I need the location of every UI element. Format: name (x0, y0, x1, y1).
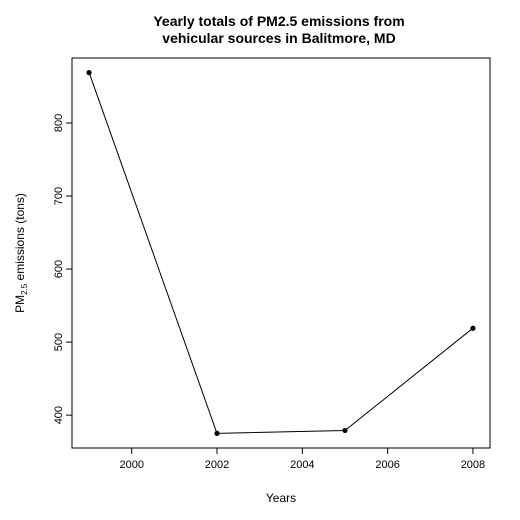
data-point (470, 325, 476, 331)
y-tick-label: 500 (53, 333, 65, 351)
x-axis-label: Years (266, 491, 296, 505)
y-tick-label: 400 (53, 406, 65, 424)
data-point (86, 70, 92, 76)
x-tick-label: 2004 (290, 459, 314, 471)
series-line (88, 72, 474, 434)
plot-frame (71, 57, 491, 449)
series-emissions (86, 70, 476, 436)
x-tick-label: 2008 (461, 459, 485, 471)
data-point (214, 430, 220, 436)
y-axis: 400 500 600 700 800 (53, 114, 72, 424)
y-tick-label: 600 (53, 260, 65, 278)
x-tick-label: 2006 (375, 459, 399, 471)
x-axis: 2000 2002 2004 2006 2008 (119, 448, 485, 471)
chart-title-line-1: Yearly totals of PM2.5 emissions from (153, 13, 404, 29)
x-tick-label: 2000 (119, 459, 143, 471)
y-axis-label-suffix: emissions (tons) (13, 193, 27, 284)
chart-title-line-2: vehicular sources in Balitmore, MD (162, 30, 395, 46)
x-tick-label: 2002 (205, 459, 229, 471)
y-tick-label: 800 (53, 114, 65, 132)
y-axis-label: PM2.5 emissions (tons) (13, 193, 29, 313)
y-axis-label-base: PM (13, 295, 27, 313)
y-tick-label: 700 (53, 187, 65, 205)
data-point (342, 427, 348, 434)
y-axis-label-subscript: 2.5 (20, 283, 29, 295)
